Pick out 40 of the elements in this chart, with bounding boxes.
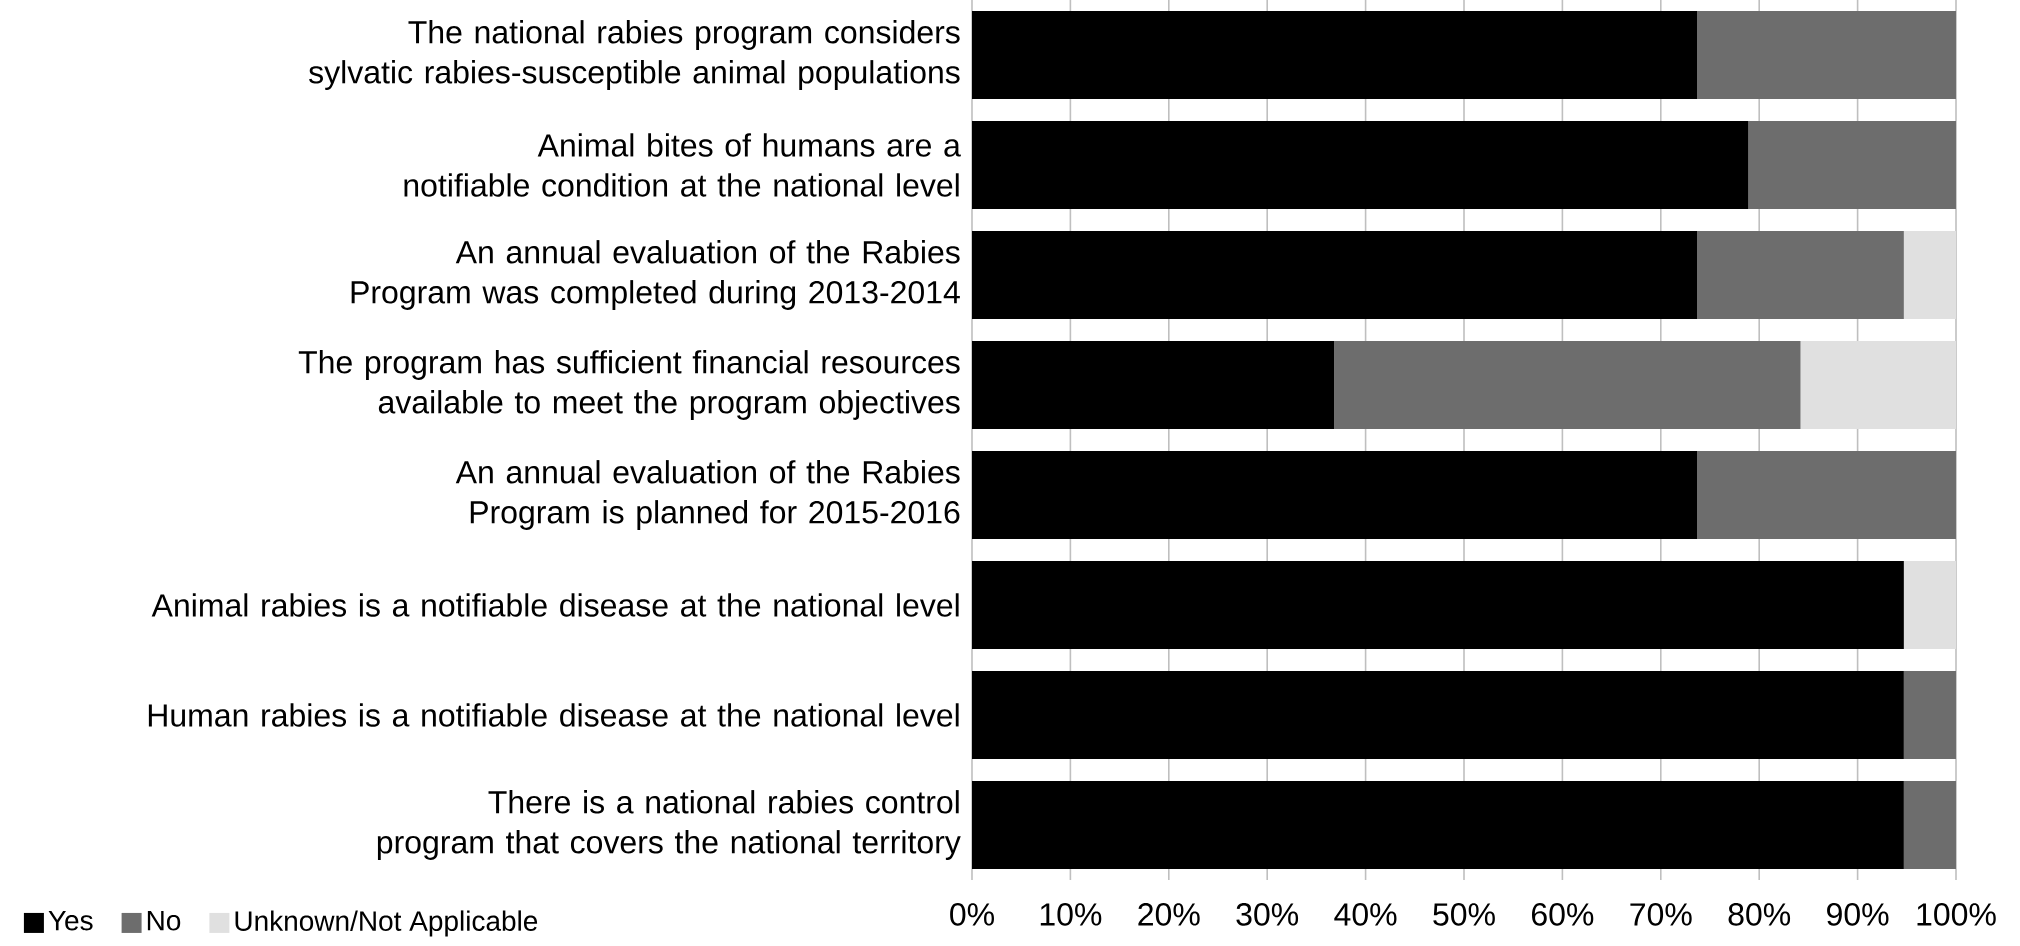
bar: [1903, 671, 1956, 759]
bar: [1903, 231, 1956, 320]
y-tick-label: Animal bites of humans are a notifiable condition at the national level: [404, 133, 961, 197]
bar: [972, 451, 1698, 539]
y-tick-label: An annual evaluation of the Rabies Program was completed during 2013-2014: [351, 240, 960, 310]
x-tick-label: 20%: [1138, 903, 1200, 926]
bar: [972, 781, 1904, 869]
y-tick-label: The program has sufficient financial resources available to meet the program objectives: [298, 350, 960, 420]
x-tick-label: 90%: [1827, 903, 1889, 926]
bar: [1697, 451, 1956, 539]
legend-label: Unknown/Not Applicable: [235, 910, 538, 937]
bar: [972, 561, 1904, 649]
bar: [1697, 231, 1904, 320]
bar: [972, 231, 1698, 320]
y-tick-label: The national rabies program considers sylvatic rabies-susceptible animal populations: [309, 20, 960, 90]
x-tick-label: 70%: [1630, 903, 1692, 926]
bar: [1748, 121, 1956, 210]
bar: [1697, 11, 1956, 100]
legend-label: Yes: [48, 910, 93, 931]
bar: [1334, 341, 1801, 429]
y-tick-label: An annual evaluation of the Rabies Program is planned for 2015-2016: [455, 460, 960, 530]
bar: [972, 671, 1904, 759]
bar: [972, 11, 1698, 100]
x-tick-label: 0%: [950, 903, 994, 926]
x-tick-label: 10%: [1040, 903, 1102, 926]
y-tick-label: There is a national rabies control program that covers the national territory: [377, 790, 961, 860]
y-tick-label: Animal rabies is a notifiable disease at the national level: [151, 593, 959, 617]
x-tick-label: 100%: [1917, 903, 1996, 926]
x-tick-label: 40%: [1334, 903, 1397, 926]
y-tick-label: Human rabies is a notifiable disease at the national level: [148, 703, 959, 727]
x-tick-label: 80%: [1728, 903, 1791, 926]
bar: [1903, 781, 1956, 869]
x-tick-label: 60%: [1532, 903, 1594, 926]
bar: [972, 341, 1335, 429]
bar: [1903, 561, 1956, 649]
bar: [1800, 341, 1956, 429]
bar: [972, 121, 1749, 210]
x-tick-label: 30%: [1236, 903, 1299, 926]
x-tick-label: 50%: [1433, 903, 1495, 926]
legend-label: No: [147, 910, 181, 931]
